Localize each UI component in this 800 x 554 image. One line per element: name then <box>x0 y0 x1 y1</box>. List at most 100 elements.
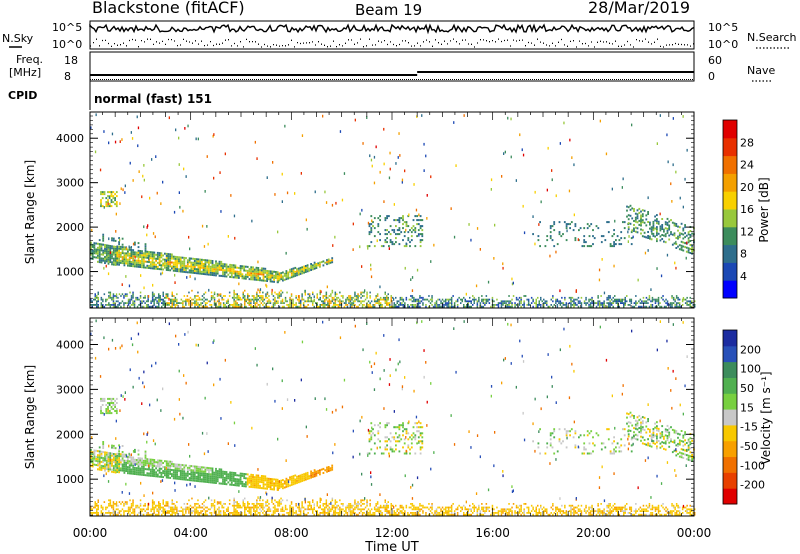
velocity-cell <box>186 503 189 505</box>
power-cell <box>450 298 453 301</box>
velocity-cell <box>225 510 228 512</box>
power-colorbar-tick: 24 <box>740 159 754 172</box>
power-cell <box>132 242 135 246</box>
velocity-cell <box>116 454 119 457</box>
velocity-cell <box>172 473 175 476</box>
velocity-cell <box>248 510 250 512</box>
power-cell <box>197 305 199 308</box>
power-cell <box>141 260 143 263</box>
power-cell <box>413 305 415 308</box>
velocity-cell <box>151 499 154 502</box>
power-cell <box>164 300 166 303</box>
power-cell <box>220 274 223 277</box>
power-cell <box>678 232 681 235</box>
power-cell <box>198 304 201 306</box>
power-cell <box>553 223 556 226</box>
velocity-cell <box>104 467 106 470</box>
velocity-cell <box>233 508 235 511</box>
power-cell <box>384 229 387 232</box>
velocity-cell <box>128 470 131 473</box>
velocity-cell <box>97 504 99 507</box>
power-cell <box>105 244 108 247</box>
velocity-cell <box>248 477 251 480</box>
power-cell <box>684 302 687 304</box>
power-cell <box>675 240 677 244</box>
power-cell <box>312 291 314 294</box>
velocity-cell <box>182 512 184 514</box>
power-cell <box>618 300 620 303</box>
power-cell <box>609 300 611 303</box>
power-cell <box>219 305 222 308</box>
power-cell <box>90 304 92 306</box>
velocity-cell <box>102 459 105 462</box>
power-cell <box>556 300 559 303</box>
power-cell <box>110 205 113 208</box>
power-cell <box>565 227 568 230</box>
power-cell <box>146 250 149 253</box>
power-cell <box>254 298 257 301</box>
power-cell <box>169 257 172 260</box>
power-cell <box>285 270 288 273</box>
power-cell <box>478 296 480 299</box>
power-cell <box>151 259 154 262</box>
power-cell <box>151 293 154 296</box>
power-cell <box>137 246 140 249</box>
velocity-cell <box>115 508 118 511</box>
power-cell <box>626 300 628 303</box>
power-cell <box>201 260 203 263</box>
velocity-cell <box>144 456 147 459</box>
power-cell <box>559 300 562 303</box>
power-cell <box>144 245 147 248</box>
power-cell <box>405 296 408 299</box>
power-cell <box>107 256 110 259</box>
power-cell <box>220 268 223 271</box>
power-cell <box>160 252 163 255</box>
velocity-cell <box>266 487 268 490</box>
velocity-cell <box>165 470 168 473</box>
velocity-cell <box>285 479 288 482</box>
velocity-cell <box>336 504 338 507</box>
velocity-cell <box>213 479 216 482</box>
power-cell <box>689 236 692 238</box>
power-cell <box>395 296 397 299</box>
velocity-cell <box>289 476 291 479</box>
power-cell <box>234 266 237 269</box>
power-cell <box>688 300 690 303</box>
velocity-cell <box>108 397 111 400</box>
power-cell <box>638 305 640 308</box>
power-cell <box>179 262 182 265</box>
power-cell <box>188 269 191 272</box>
velocity-cell <box>195 479 198 482</box>
power-cell <box>204 267 207 270</box>
velocity-cell <box>218 482 221 485</box>
power-cell <box>414 215 417 218</box>
velocity-cell <box>233 513 235 516</box>
velocity-cell <box>129 499 131 502</box>
velocity-cell <box>147 506 149 509</box>
power-cell <box>308 296 311 299</box>
power-cell <box>179 260 182 263</box>
power-cell <box>675 266 677 270</box>
power-cell <box>635 295 637 297</box>
power-cell <box>393 229 396 232</box>
velocity-cell <box>276 482 279 485</box>
power-cell <box>672 296 675 299</box>
power-cell <box>669 304 672 306</box>
power-cell <box>229 271 231 274</box>
power-cell <box>91 304 93 306</box>
power-cell <box>666 302 669 304</box>
velocity-cell <box>116 452 119 455</box>
power-cell <box>146 260 149 263</box>
velocity-cell <box>181 474 184 477</box>
power-cell <box>370 227 373 230</box>
power-cell <box>412 219 415 222</box>
velocity-cell <box>183 474 186 477</box>
velocity-cell <box>188 477 191 480</box>
velocity-cell <box>183 466 186 469</box>
velocity-cell <box>110 399 113 402</box>
velocity-cell <box>164 508 166 511</box>
power-cell <box>246 271 249 274</box>
velocity-cell <box>242 499 244 502</box>
power-cell <box>130 257 133 259</box>
velocity-cell <box>109 504 112 507</box>
